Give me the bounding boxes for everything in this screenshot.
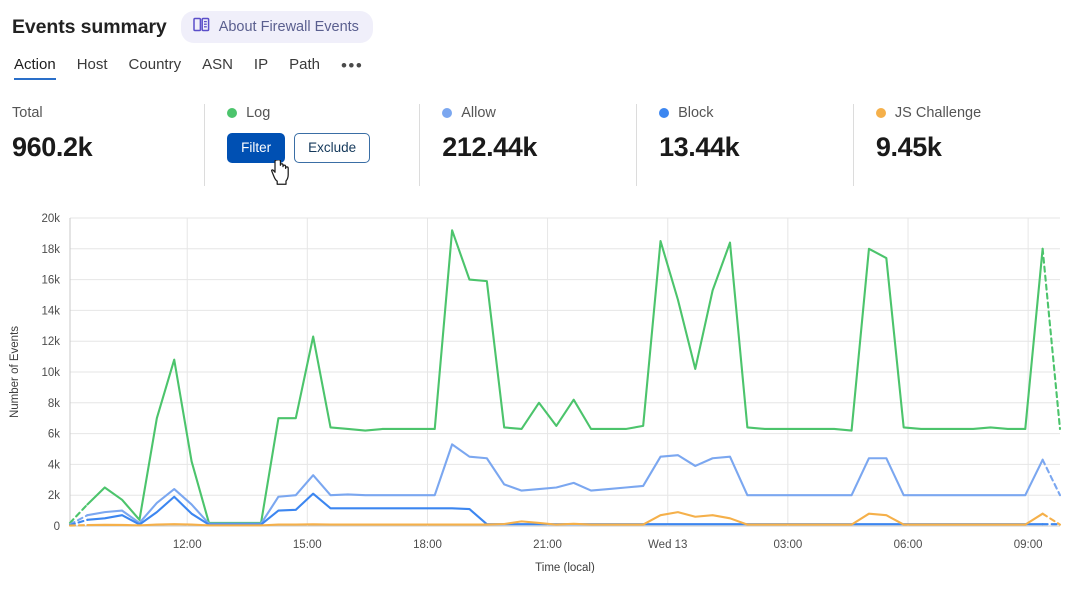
- tab-action[interactable]: Action: [14, 56, 56, 81]
- y-tick-label: 20k: [41, 213, 60, 225]
- tab-asn[interactable]: ASN: [202, 56, 233, 73]
- log-filter-buttons: Filter Exclude: [227, 133, 401, 186]
- x-tick-label: 18:00: [413, 539, 442, 551]
- x-tick-label: 03:00: [773, 539, 802, 551]
- series-line-allow: [1041, 458, 1062, 497]
- stat-log-label: Log: [227, 104, 401, 122]
- tab-host[interactable]: Host: [76, 56, 108, 73]
- stat-js-challenge: JS Challenge 9.45k: [852, 104, 1068, 187]
- y-axis-title: Number of Events: [9, 326, 21, 418]
- series-line-allow: [86, 443, 1044, 525]
- stat-total: Total 960.2k: [12, 104, 204, 186]
- about-firewall-events-badge[interactable]: About Firewall Events: [180, 11, 373, 43]
- x-axis-title: Time (local): [535, 562, 595, 573]
- x-tick-label: 09:00: [1014, 539, 1043, 551]
- js-challenge-legend-dot: [875, 108, 886, 119]
- exclude-button[interactable]: Exclude: [294, 133, 371, 163]
- y-tick-label: 16k: [41, 275, 60, 287]
- y-tick-label: 12k: [41, 336, 60, 348]
- x-tick-label: Wed 13: [648, 539, 687, 551]
- x-tick-label: 21:00: [533, 539, 562, 551]
- y-tick-label: 14k: [41, 306, 60, 318]
- tabs-overflow-menu-icon[interactable]: •••: [340, 56, 364, 76]
- series-line-js-challenge: [86, 511, 1044, 527]
- stat-block-value: 13.44k: [659, 132, 740, 163]
- stat-allow-label: Allow: [442, 104, 618, 122]
- x-tick-label: 06:00: [894, 539, 923, 551]
- filter-dimension-tabs: Action Host Country ASN IP Path •••: [0, 43, 1068, 81]
- y-tick-label: 8k: [48, 398, 60, 410]
- series-line-block: [86, 492, 1044, 526]
- series-line-js-challenge: [1041, 512, 1062, 526]
- stat-total-label: Total: [12, 104, 186, 122]
- y-tick-label: 6k: [48, 429, 60, 441]
- y-tick-label: 10k: [41, 367, 60, 379]
- book-icon: [192, 17, 210, 37]
- series-line-log: [86, 229, 1044, 525]
- block-legend-dot: [659, 108, 670, 119]
- series-line-log: [1041, 247, 1062, 431]
- stat-total-label-text: Total: [12, 105, 43, 121]
- stat-allow-label-text: Allow: [461, 105, 496, 121]
- log-legend-dot: [227, 108, 238, 119]
- filter-button[interactable]: Filter: [227, 133, 286, 163]
- stat-js-challenge-label-text: JS Challenge: [894, 105, 982, 121]
- series-line-allow: [68, 514, 89, 526]
- allow-legend-dot: [442, 108, 453, 119]
- stat-block-label-text: Block: [678, 105, 714, 121]
- stat-block: Block 13.44k: [636, 104, 853, 187]
- y-tick-label: 0: [54, 521, 60, 533]
- stat-total-value: 960.2k: [12, 132, 93, 163]
- stat-js-challenge-label: JS Challenge: [875, 104, 1050, 122]
- stat-log: Log Filter Exclude: [204, 104, 419, 187]
- series-line-block: [68, 519, 89, 527]
- stat-log-label-text: Log: [246, 105, 271, 121]
- about-badge-label: About Firewall Events: [218, 19, 359, 35]
- pointer-hand-cursor: [271, 159, 293, 191]
- chart-canvas: 0 2k 4k 6k 8k 10k 12k 14k 16k 18k 20k 12:00 15:00 18:…: [9, 213, 1062, 573]
- x-tick-label: 15:00: [293, 539, 322, 551]
- y-tick-label: 4k: [48, 460, 60, 472]
- tab-path[interactable]: Path: [289, 56, 320, 73]
- stat-allow-value: 212.44k: [442, 132, 538, 163]
- y-tick-label: 18k: [41, 244, 60, 256]
- stat-block-label: Block: [659, 104, 835, 122]
- page-header: Events summary About Firewall Events: [0, 0, 1068, 43]
- events-summary-stats: Total 960.2k Log Filter Exclude Allow 21…: [0, 104, 1068, 187]
- tab-ip[interactable]: IP: [253, 56, 269, 73]
- events-timeseries-chart[interactable]: 0 2k 4k 6k 8k 10k 12k 14k 16k 18k 20k 12:00 15:00 18:…: [0, 208, 1068, 573]
- x-tick-label: 12:00: [173, 539, 202, 551]
- stat-js-challenge-value: 9.45k: [875, 132, 942, 163]
- page-title: Events summary: [12, 15, 167, 38]
- y-tick-label: 2k: [48, 490, 60, 502]
- stat-allow: Allow 212.44k: [419, 104, 636, 187]
- series-line-log: [68, 503, 89, 525]
- tab-country[interactable]: Country: [128, 56, 182, 73]
